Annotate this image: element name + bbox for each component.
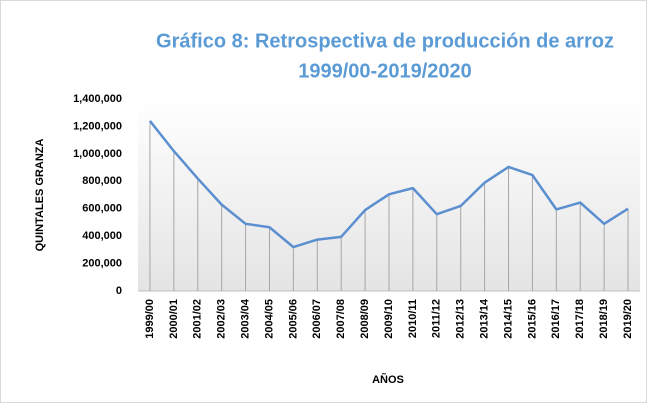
x-tick-label: 2005/06	[287, 299, 299, 339]
y-tick-label: 200,000	[82, 257, 122, 269]
chart-title: 1999/00-2019/2020	[298, 60, 472, 82]
x-tick-label: 2004/05	[263, 299, 275, 339]
x-tick-label: 2010/11	[407, 299, 419, 338]
y-tick-label: 600,000	[82, 203, 122, 215]
y-axis-title: QUINTALES GRANZA	[34, 139, 46, 252]
x-tick-label: 2009/10	[383, 299, 395, 339]
x-tick-label: 1999/00	[144, 299, 156, 339]
x-tick-label: 2006/07	[311, 299, 323, 339]
x-tick-label: 2002/03	[216, 299, 228, 339]
x-tick-label: 2012/13	[455, 299, 467, 339]
chart-title: Gráfico 8: Retrospectiva de producción d…	[156, 30, 614, 52]
y-tick-label: 0	[116, 285, 122, 297]
y-tick-label: 400,000	[82, 230, 122, 242]
x-tick-label: 2011/12	[431, 299, 443, 338]
x-tick-label: 2017/18	[574, 299, 586, 339]
x-tick-label: 2018/19	[598, 299, 610, 339]
x-tick-label: 2007/08	[335, 299, 347, 339]
x-tick-label: 2016/17	[550, 299, 562, 339]
x-tick-label: 2008/09	[359, 299, 371, 339]
x-tick-label: 2015/16	[526, 299, 538, 339]
x-tick-label: 2019/20	[622, 299, 634, 339]
data-line	[148, 120, 629, 249]
y-tick-label: 800,000	[82, 175, 122, 187]
y-tick-label: 1,200,000	[73, 120, 122, 132]
x-tick-label: 2000/01	[168, 299, 180, 339]
x-axis-title: AÑOS	[372, 373, 404, 386]
x-tick-label: 2003/04	[239, 298, 251, 339]
y-tick-label: 1,000,000	[73, 148, 122, 160]
x-tick-label: 2013/14	[479, 298, 491, 339]
x-tick-label: 2001/02	[192, 299, 204, 339]
y-tick-label: 1,400,000	[73, 93, 122, 105]
x-tick-label: 2014/15	[502, 299, 514, 339]
